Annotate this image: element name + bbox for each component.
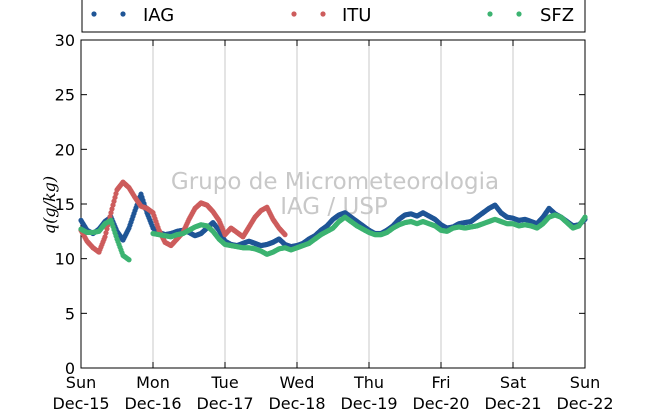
grid	[152, 40, 514, 368]
y-tick-label: 0	[65, 359, 75, 378]
data-point-trace	[103, 230, 109, 236]
legend-label-sfz: SFZ	[540, 5, 574, 26]
x-tick-label-day: Sun	[66, 373, 96, 392]
x-tick-label-day: Sun	[570, 373, 600, 392]
axes: Sun Dec-15 Mon Dec-16 Tue Dec-17 Wed Dec-18 Thu D…	[52, 31, 613, 409]
x-tick-label-date: Dec-19	[340, 394, 397, 409]
data-point-trace	[104, 226, 110, 232]
legend-box	[81, 0, 586, 33]
legend-marker-iag	[120, 11, 126, 17]
x-tick-label-day: Tue	[210, 373, 238, 392]
plot-area	[80, 39, 586, 369]
y-tick-label: 10	[55, 250, 75, 269]
y-tick-label: 20	[55, 140, 75, 159]
legend-marker-iag	[91, 11, 97, 17]
x-tick-label-date: Dec-18	[268, 394, 325, 409]
y-tick-label: 30	[55, 31, 75, 50]
x-tick-label-day: Sat	[500, 373, 526, 392]
data-point	[102, 234, 108, 240]
x-tick-label-day: Mon	[136, 373, 170, 392]
series	[78, 179, 588, 263]
legend-marker-sfz	[487, 11, 493, 17]
y-tick-label: 15	[55, 195, 75, 214]
x-tick-label-day: Fri	[431, 373, 450, 392]
watermark-line-1: Grupo de Micrometeorologia	[171, 169, 499, 195]
y-tick-label: 25	[55, 86, 75, 105]
x-tick-label-day: Wed	[280, 373, 315, 392]
legend-label-iag: IAG	[143, 5, 174, 26]
x-tick-label-date: Dec-17	[196, 394, 253, 409]
x-tick-label-date: Dec-20	[412, 394, 469, 409]
y-axis-label: q(g/kg)	[40, 176, 59, 234]
x-tick-label-day: Thu	[353, 373, 384, 392]
data-point	[582, 214, 588, 220]
x-tick-label-date: Dec-21	[484, 394, 541, 409]
series-itu	[78, 179, 288, 255]
x-tick-label-date: Dec-16	[124, 394, 181, 409]
legend-marker-sfz	[516, 11, 522, 17]
data-point	[126, 257, 132, 263]
series-sfz	[78, 212, 588, 263]
x-tick-label-date: Dec-15	[52, 394, 109, 409]
legend-marker-itu	[320, 11, 326, 17]
y-tick-label: 5	[65, 304, 75, 323]
legend-label-itu: ITU	[342, 5, 371, 26]
legend-marker-itu	[291, 11, 297, 17]
data-point	[282, 232, 288, 238]
legend: IAG ITU SFZ	[91, 5, 574, 26]
x-tick-label-date: Dec-22	[556, 394, 613, 409]
